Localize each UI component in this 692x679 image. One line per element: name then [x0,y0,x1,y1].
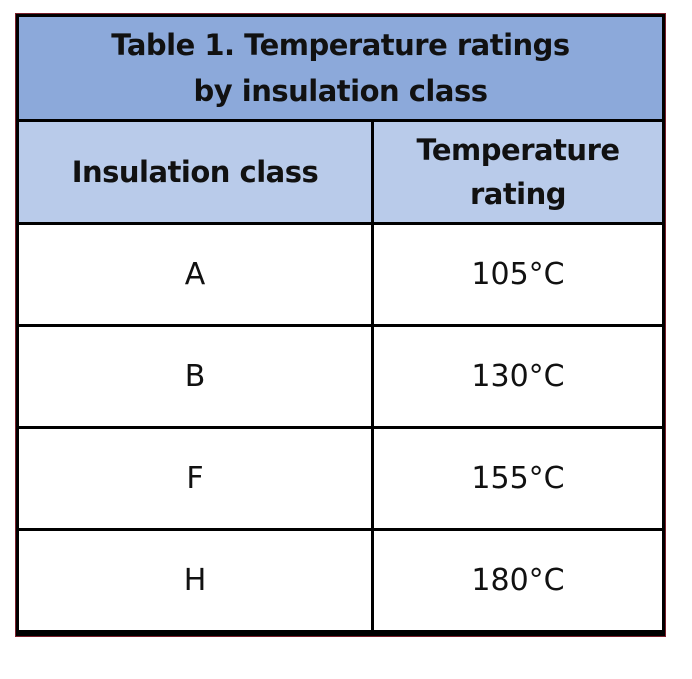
cell-text: 155°C [471,461,565,496]
table: Table 1. Temperature ratings by insulatio… [15,13,666,637]
table-cell: 155°C [374,429,662,528]
cell-text: rating [469,177,567,211]
cell-text: B [184,359,206,394]
table-cell: 130°C [374,327,662,426]
table-title: Table 1. Temperature ratings by insulatio… [19,17,662,119]
cell-text: Insulation class [71,155,319,189]
cell-text: A [184,257,206,292]
cell-text: H [183,563,207,598]
table-cell: H [19,531,371,630]
cell-text: by insulation class [193,74,488,108]
column-header: Insulation class [19,122,371,222]
cell-text: 105°C [471,257,565,292]
table-cell: B [19,327,371,426]
table-cell: F [19,429,371,528]
table-cell: 105°C [374,225,662,324]
cell-text: Table 1. Temperature ratings [111,28,570,62]
cell-text: 180°C [471,563,565,598]
cell-text: Temperature [416,133,620,167]
table-cell: A [19,225,371,324]
table-cell: 180°C [374,531,662,630]
cell-text: F [186,461,204,496]
cell-text: 130°C [471,359,565,394]
column-header: Temperature rating [374,122,662,222]
